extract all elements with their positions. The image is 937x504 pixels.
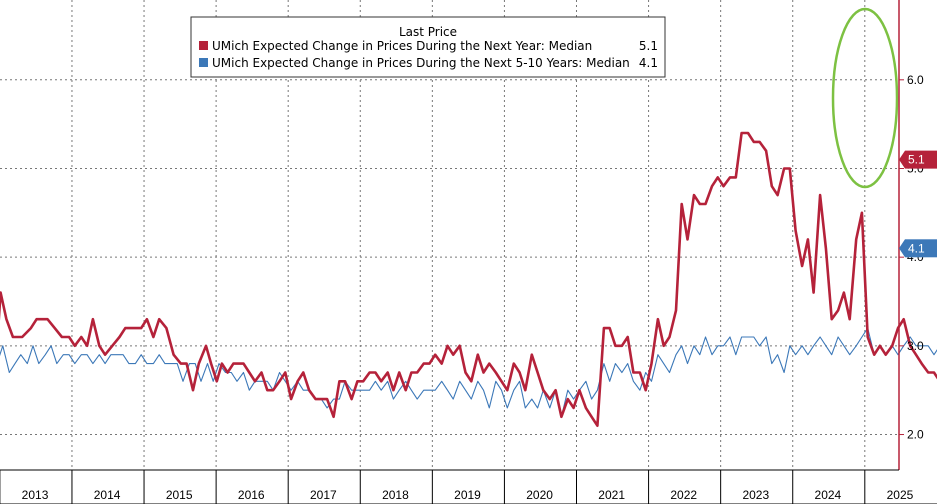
- x-tick-label: 2015: [166, 488, 193, 502]
- x-tick-label: 2024: [815, 488, 842, 502]
- badge-value-1: 4.1: [908, 241, 925, 255]
- y-tick-label: 3.0: [907, 339, 924, 353]
- legend-box: [190, 16, 666, 78]
- legend-label-5-10-years: UMich Expected Change in Prices During t…: [212, 56, 630, 70]
- x-tick-label: 2016: [238, 488, 265, 502]
- badge-box-0: [905, 150, 937, 169]
- x-tick-label: 2021: [598, 488, 625, 502]
- badge-box-1: [905, 239, 937, 258]
- legend-label-next-year: UMich Expected Change in Prices During t…: [212, 39, 592, 53]
- x-tick-label: 2023: [742, 488, 769, 502]
- legend: Last Price UMich Expected Change in Pric…: [190, 16, 666, 78]
- x-tick-label: 2014: [94, 488, 121, 502]
- legend-title: Last Price: [399, 25, 457, 39]
- series-line-1: [0, 327, 937, 418]
- badge-pointer-0: [899, 150, 905, 169]
- x-tick-label: 2022: [670, 488, 697, 502]
- x-tick-label: 2025: [887, 488, 914, 502]
- x-tick-label: 2013: [22, 488, 49, 502]
- series-line-0: [0, 131, 937, 427]
- x-tick-label: 2018: [382, 488, 409, 502]
- x-tick-label: 2017: [310, 488, 337, 502]
- badge-pointer-1: [899, 239, 905, 258]
- badge-value-0: 5.1: [908, 153, 925, 167]
- y-tick-label: 6.0: [907, 73, 924, 87]
- legend-swatch-5-10-years: [199, 58, 208, 67]
- series-lines: [0, 131, 937, 427]
- y-tick-label: 2.0: [907, 428, 924, 442]
- highlight-ellipse: [831, 7, 899, 189]
- legend-value-next-year: 5.1: [639, 39, 658, 53]
- last-value-badges: 5.1 4.1: [899, 150, 937, 258]
- x-tick-label: 2019: [454, 488, 481, 502]
- legend-value-5-10-years: 4.1: [639, 56, 658, 70]
- legend-swatch-next-year: [199, 41, 208, 50]
- x-tick-label: 2020: [526, 488, 553, 502]
